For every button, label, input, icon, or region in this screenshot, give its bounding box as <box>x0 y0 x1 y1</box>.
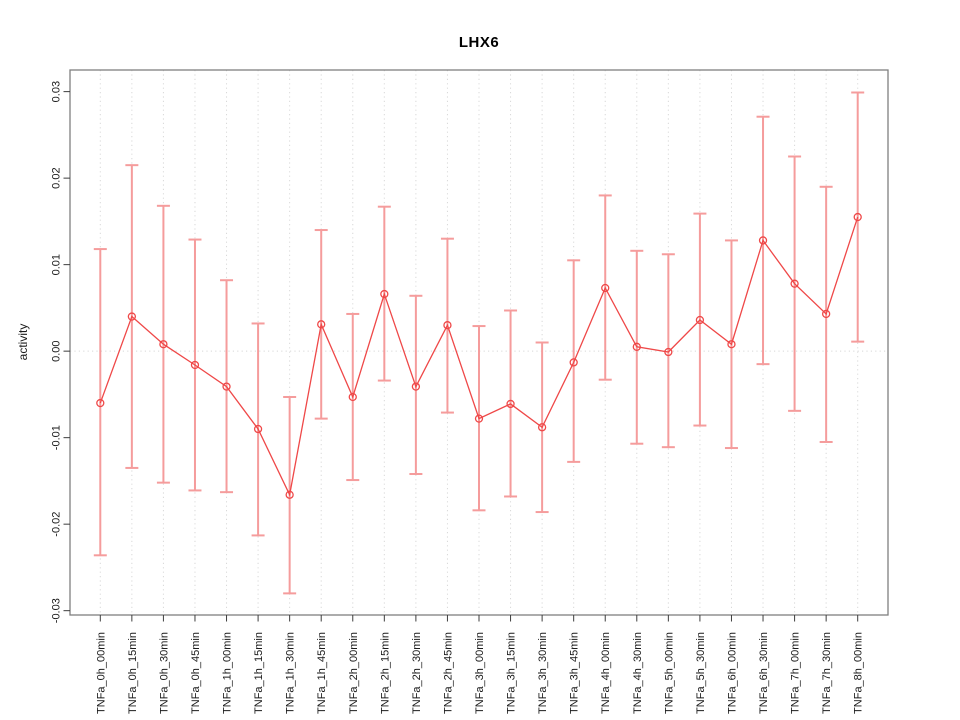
x-tick-label: TNFa_4h_00min <box>600 632 612 714</box>
data-point-marker <box>853 212 862 222</box>
data-point-marker <box>380 289 389 299</box>
data-point-marker <box>317 320 326 329</box>
x-tick-label: TNFa_2h_30min <box>411 632 423 714</box>
x-tick-label: TNFa_4h_30min <box>632 632 644 714</box>
data-point-marker <box>159 340 168 349</box>
data-point-marker <box>506 399 515 409</box>
chart-title: LHX6 <box>458 34 500 51</box>
y-axis: -0.03 -0.02 -0.01 0.00 0.01 0.02 0.03 <box>51 81 70 623</box>
data-point-marker <box>790 279 799 288</box>
y-tick-label: 0.01 <box>51 254 63 275</box>
x-axis: TNFa_0h_00min TNFa_0h_15min TNFa_0h_30min T… <box>95 615 865 714</box>
x-tick-label: TNFa_2h_15min <box>379 632 391 714</box>
data-point-marker <box>253 424 263 434</box>
x-tick-label: TNFa_0h_30min <box>158 632 170 714</box>
gridlines <box>70 70 888 615</box>
x-tick-label: TNFa_1h_15min <box>253 632 265 714</box>
data-point-marker <box>632 342 641 351</box>
data-point-marker <box>537 423 547 432</box>
data-point-marker <box>411 382 421 391</box>
x-tick-label: TNFa_1h_30min <box>285 632 297 714</box>
y-tick-label: -0.01 <box>51 425 63 450</box>
x-tick-label: TNFa_2h_45min <box>442 632 454 714</box>
y-tick-label: 0.00 <box>51 340 63 361</box>
y-tick-label: 0.03 <box>51 81 63 102</box>
x-tick-label: TNFa_6h_00min <box>726 632 738 714</box>
x-tick-label: TNFa_3h_15min <box>506 632 518 714</box>
x-tick-label: TNFa_7h_00min <box>790 632 802 714</box>
data-point-marker <box>664 347 673 357</box>
data-point-marker <box>569 358 578 367</box>
x-tick-label: TNFa_3h_30min <box>537 632 549 714</box>
x-tick-label: TNFa_5h_00min <box>663 632 675 714</box>
series-line <box>99 216 859 497</box>
series-polyline <box>99 216 859 497</box>
y-axis-title: activity <box>16 324 30 361</box>
data-point-marker <box>727 340 736 349</box>
data-point-marker <box>821 309 831 319</box>
x-tick-label: TNFa_6h_30min <box>758 632 770 714</box>
x-tick-label: TNFa_3h_45min <box>569 632 581 714</box>
data-point-marker <box>190 360 200 370</box>
x-tick-label: TNFa_7h_30min <box>821 632 833 714</box>
x-tick-label: TNFa_1h_00min <box>222 632 234 714</box>
y-tick-label: 0.02 <box>51 167 63 188</box>
data-point-marker <box>695 315 705 325</box>
x-tick-label: TNFa_0h_00min <box>95 632 107 714</box>
data-point-marker <box>222 382 231 391</box>
data-point-marker <box>96 398 105 408</box>
data-point-marker <box>758 236 768 245</box>
data-point-marker <box>348 392 357 402</box>
data-point-marker <box>127 312 137 321</box>
data-point-marker <box>285 490 294 499</box>
x-tick-label: TNFa_8h_00min <box>853 632 865 714</box>
data-points <box>96 212 862 499</box>
x-tick-label: TNFa_0h_45min <box>190 632 202 714</box>
x-tick-label: TNFa_1h_45min <box>316 632 328 714</box>
y-tick-label: -0.02 <box>51 512 63 537</box>
x-tick-label: TNFa_0h_15min <box>127 632 139 714</box>
y-tick-label: -0.03 <box>51 598 63 623</box>
data-point-marker <box>601 283 610 293</box>
x-tick-label: TNFa_3h_00min <box>474 632 486 714</box>
data-point-marker <box>474 414 484 423</box>
x-tick-label: TNFa_5h_30min <box>695 632 707 714</box>
x-tick-label: TNFa_2h_00min <box>348 632 360 714</box>
data-point-marker <box>443 321 452 330</box>
